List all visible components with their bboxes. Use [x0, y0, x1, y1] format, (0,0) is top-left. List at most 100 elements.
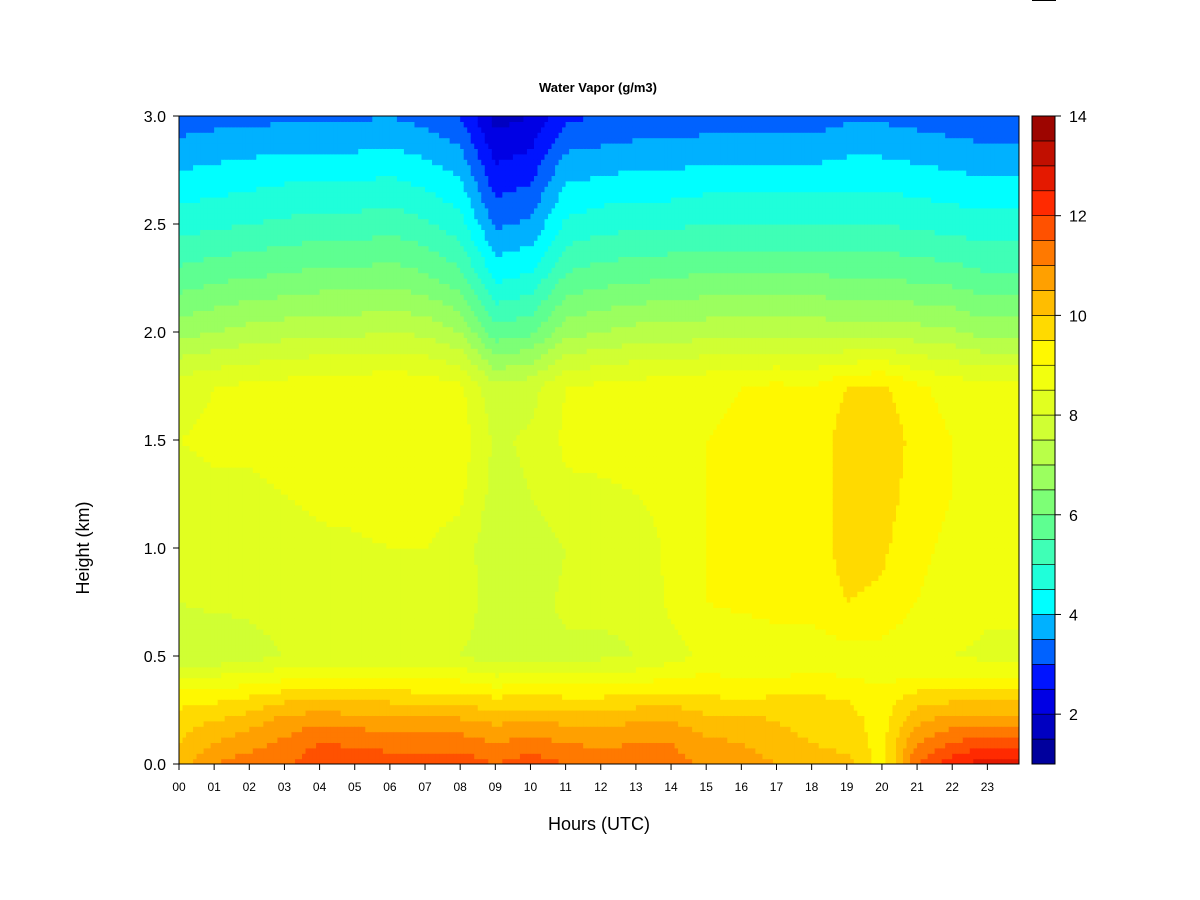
heatmap-cell	[256, 132, 261, 139]
heatmap-cell	[266, 315, 271, 322]
heatmap-cell	[228, 402, 233, 409]
heatmap-cell	[228, 267, 233, 274]
heatmap-cell	[214, 564, 219, 571]
heatmap-cell	[182, 602, 187, 608]
heatmap-cell	[217, 645, 222, 652]
heatmap-cell	[189, 137, 194, 144]
heatmap-cell	[221, 542, 226, 549]
heatmap-cell	[186, 353, 191, 360]
heatmap-cell	[245, 720, 250, 727]
heatmap-cell	[238, 612, 243, 619]
heatmap-cell	[280, 742, 286, 749]
heatmap-cell	[309, 753, 314, 760]
heatmap-cell	[298, 386, 303, 392]
heatmap-cell	[305, 321, 310, 328]
heatmap-cell	[305, 483, 310, 490]
heatmap-cell	[186, 137, 191, 144]
heatmap-cell	[249, 521, 254, 527]
heatmap-cell	[277, 396, 282, 403]
heatmap-cell	[302, 677, 307, 684]
heatmap-cell	[224, 693, 229, 700]
heatmap-cell	[252, 494, 257, 500]
heatmap-cell	[305, 661, 310, 668]
heatmap-cell	[277, 510, 282, 517]
heatmap-cell	[266, 272, 271, 279]
heatmap-cell	[291, 197, 296, 203]
heatmap-cell	[280, 288, 286, 295]
heatmap-cell	[214, 591, 219, 598]
heatmap-cell	[179, 677, 184, 684]
heatmap-cell	[221, 456, 226, 463]
heatmap-cell	[231, 666, 236, 673]
heatmap-cell	[309, 164, 314, 171]
heatmap-cell	[316, 348, 321, 355]
heatmap-cell	[259, 553, 264, 560]
heatmap-cell	[193, 180, 198, 187]
heatmap-cell	[305, 218, 310, 225]
heatmap-cell	[179, 737, 184, 743]
heatmap-cell	[298, 710, 303, 716]
heatmap-cell	[294, 499, 300, 506]
heatmap-cell	[210, 445, 215, 452]
heatmap-cell	[217, 612, 222, 619]
heatmap-cell	[270, 650, 275, 657]
heatmap-cell	[203, 294, 208, 301]
heatmap-cell	[309, 364, 314, 371]
heatmap-cell	[277, 202, 282, 209]
heatmap-cell	[266, 170, 271, 176]
heatmap-cell	[305, 715, 310, 722]
heatmap-cell	[224, 207, 229, 214]
heatmap-cell	[228, 504, 233, 511]
heatmap-cell	[302, 602, 307, 608]
heatmap-cell	[252, 661, 257, 668]
heatmap-cell	[266, 132, 271, 139]
heatmap-cell	[242, 467, 247, 473]
heatmap-cell	[231, 321, 236, 328]
heatmap-cell	[182, 321, 187, 328]
heatmap-cell	[309, 710, 314, 716]
heatmap-cell	[284, 272, 289, 279]
heatmap-cell	[252, 693, 257, 700]
heatmap-cell	[294, 531, 300, 538]
heatmap-cell	[309, 288, 314, 295]
heatmap-cell	[316, 423, 321, 430]
heatmap-cell	[270, 164, 275, 171]
heatmap-cell	[312, 326, 317, 333]
heatmap-cell	[302, 737, 307, 743]
heatmap-cell	[231, 386, 236, 392]
heatmap-cell	[200, 467, 205, 473]
heatmap-cell	[280, 402, 286, 409]
heatmap-cell	[287, 364, 293, 371]
heatmap-cell	[203, 402, 208, 409]
heatmap-cell	[203, 737, 208, 743]
heatmap-cell	[291, 164, 296, 171]
heatmap-cell	[207, 186, 212, 193]
heatmap-cell	[298, 445, 303, 452]
heatmap-cell	[256, 629, 261, 635]
heatmap-cell	[287, 386, 293, 392]
heatmap-cell	[235, 121, 240, 128]
heatmap-cell	[224, 407, 229, 414]
heatmap-cell	[245, 348, 250, 355]
heatmap-cell	[179, 445, 184, 452]
heatmap-cell	[179, 607, 184, 614]
heatmap-cell	[238, 467, 243, 473]
heatmap-cell	[200, 742, 205, 749]
heatmap-cell	[182, 623, 187, 630]
heatmap-cell	[196, 461, 201, 468]
heatmap-cell	[277, 148, 282, 155]
heatmap-cell	[273, 175, 279, 182]
heatmap-cell	[252, 251, 257, 257]
heatmap-cell	[224, 261, 229, 268]
heatmap-cell	[280, 342, 286, 349]
heatmap-cell	[270, 391, 275, 398]
heatmap-cell	[231, 623, 236, 630]
heatmap-cell	[214, 278, 219, 284]
heatmap-cell	[231, 353, 236, 360]
heatmap-cell	[231, 180, 236, 187]
heatmap-cell	[242, 483, 247, 490]
heatmap-cell	[252, 521, 257, 527]
heatmap-cell	[214, 445, 219, 452]
heatmap-cell	[228, 229, 233, 236]
heatmap-cell	[305, 531, 310, 538]
